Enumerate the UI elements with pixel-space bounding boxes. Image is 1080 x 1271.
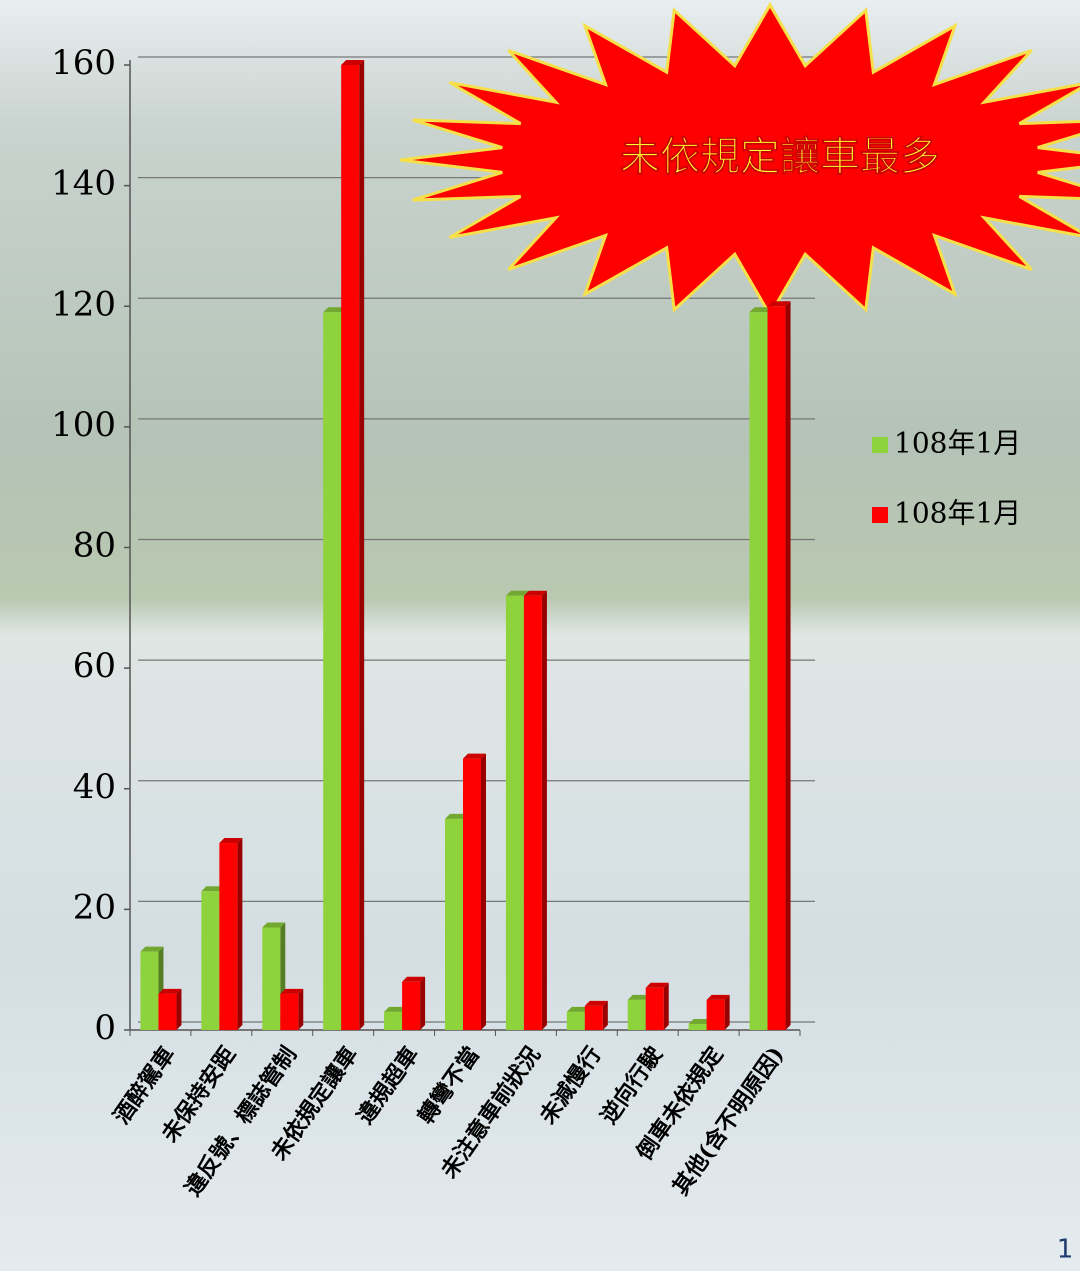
bar-top [323,307,347,313]
bar-top [645,982,669,988]
bar-side [237,838,243,1030]
bar-top [219,838,243,844]
bar-top [341,60,365,65]
bar [201,891,220,1030]
bar [767,306,786,1030]
bar-top [767,301,791,307]
bar-top [505,590,529,596]
bar-top [280,988,304,994]
y-tick-label: 40 [73,767,116,807]
bar [158,993,177,1030]
bar [749,312,768,1030]
bar-side [602,1000,608,1030]
bar-top [384,1006,408,1012]
legend-label: 108年1月 [894,427,1021,460]
bar [627,999,646,1030]
annotation: 未依規定讓車最多 [620,133,940,180]
bar [584,1005,603,1030]
y-tick-label: 120 [51,284,116,324]
bar [402,981,421,1030]
bar [463,758,481,1030]
bar [445,818,463,1030]
bar [566,1011,585,1030]
bar [341,65,360,1030]
bar-top [402,976,426,982]
bar [505,595,524,1030]
bar [262,927,281,1030]
bar [323,312,342,1030]
bar-side [359,60,365,1030]
bar [706,999,725,1030]
bar-top [262,922,286,928]
y-tick-label: 140 [51,164,116,204]
bar-side [481,753,486,1030]
bar-top [158,988,182,994]
y-tick-label: 20 [73,887,116,927]
bar-top [688,1018,712,1024]
slide-number: 1 [1057,1235,1074,1265]
y-tick-label: 80 [73,526,116,566]
bar-top [140,946,164,952]
bar [523,595,542,1030]
bar [280,993,299,1030]
bar-top [445,813,468,819]
bar-top [201,886,225,892]
y-tick-label: 160 [51,43,116,83]
bar-side [663,982,669,1030]
bar-side [176,988,182,1030]
bar [645,987,664,1030]
legend-swatch [872,437,888,453]
bar-top [523,590,547,596]
bar-side [420,976,426,1030]
bar-top [749,307,773,313]
bar-side [724,994,730,1030]
bar-top [627,994,651,1000]
bar-top [706,994,730,1000]
bar [688,1023,707,1030]
y-tick-label: 0 [94,1008,116,1048]
bar-side [785,301,791,1030]
bar-side [541,590,547,1030]
bar [384,1011,403,1030]
legend-swatch [872,507,888,523]
bar [140,951,159,1030]
y-tick-label: 60 [73,646,116,686]
bar [219,843,238,1030]
bar-side [298,988,304,1030]
bar-top [463,753,486,759]
bar-top [584,1000,608,1006]
bar-top [566,1006,590,1012]
y-tick-label: 100 [51,405,116,445]
legend-label: 108年1月 [894,497,1021,530]
